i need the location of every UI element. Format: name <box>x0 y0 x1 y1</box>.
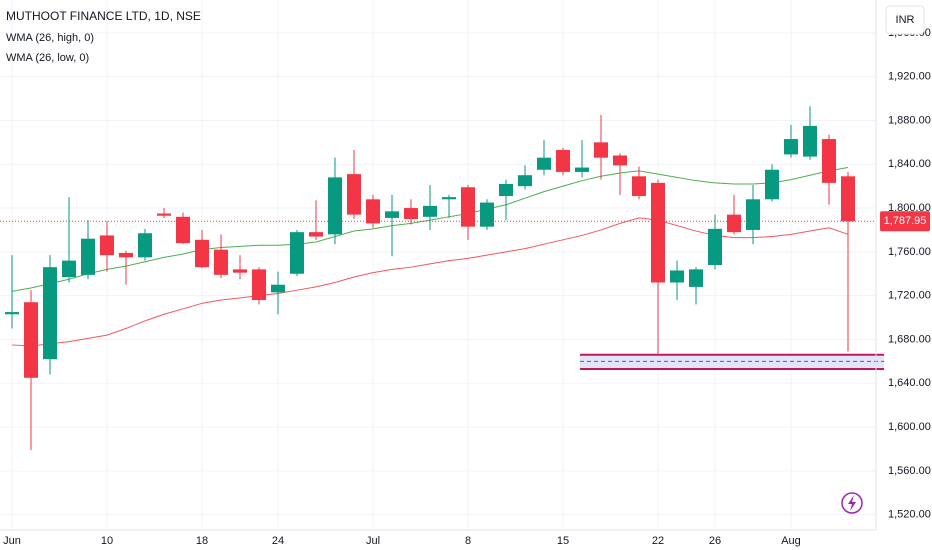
marks <box>0 106 884 451</box>
alert-icon[interactable] <box>841 492 863 514</box>
candle-body <box>195 239 209 268</box>
candle-body <box>784 139 798 155</box>
price-label: 1,787.95 <box>884 215 927 227</box>
candle-body <box>537 157 551 170</box>
candle-body <box>176 216 190 244</box>
candle-body <box>157 213 171 216</box>
wma-line <box>11 217 849 347</box>
y-tick-label: 1,800.00 <box>888 202 931 214</box>
icon-circle[interactable] <box>841 492 863 514</box>
icon-bolt[interactable] <box>848 495 856 511</box>
price-label-bg <box>880 211 930 232</box>
x-tick-label: 24 <box>272 535 284 547</box>
candle-body <box>803 125 817 157</box>
x-tick-label: 18 <box>196 535 208 547</box>
y-tick-label: 1,600.00 <box>888 421 931 433</box>
candle-body <box>309 232 323 237</box>
axis: 1,520.00 1,560.00 1,600.00 1,640.00 1,680.00… <box>3 27 931 547</box>
candle-body <box>708 228 722 265</box>
candle-body <box>613 155 627 166</box>
candle-body <box>841 176 855 222</box>
candle-body <box>689 269 703 287</box>
candle-body <box>366 199 380 224</box>
y-tick-label: 1,720.00 <box>888 290 931 302</box>
candle-body <box>5 312 19 315</box>
candle-body <box>100 235 114 256</box>
candle-body <box>385 211 399 218</box>
y-tick-label: 1,840.00 <box>888 158 931 170</box>
candle-body <box>290 232 304 274</box>
candle-body <box>727 214 741 233</box>
legend-entry: WMA (26, low, 0) <box>6 52 89 64</box>
candle-body <box>822 139 836 183</box>
x-tick-label: Jul <box>366 535 380 547</box>
candle-body <box>423 205 437 217</box>
currency-label[interactable]: INR <box>896 14 915 26</box>
x-tick-label: Jun <box>3 535 21 547</box>
candle-body <box>252 269 266 301</box>
candle-body <box>347 174 361 215</box>
candle-body <box>62 260 76 278</box>
candle-body <box>214 249 228 275</box>
candle-body <box>575 167 589 172</box>
candle-body <box>594 142 608 158</box>
y-tick-label: 1,880.00 <box>888 114 931 126</box>
candle-body <box>746 199 760 230</box>
candle-body <box>499 183 513 197</box>
candle-body <box>119 252 133 258</box>
candle-body <box>404 208 418 220</box>
candle-body <box>43 267 57 360</box>
candle-body <box>81 238 95 275</box>
candle-body <box>271 284 285 293</box>
y-tick-label: 1,680.00 <box>888 333 931 345</box>
candle-body <box>138 233 152 258</box>
legend-entry: WMA (26, high, 0) <box>6 32 94 44</box>
candle-body <box>632 176 646 197</box>
x-tick-label: 10 <box>101 535 113 547</box>
candle-body <box>442 197 456 200</box>
candle-body <box>461 187 475 227</box>
candle-body <box>233 269 247 273</box>
x-tick-label: 22 <box>652 535 664 547</box>
x-tick-label: 8 <box>465 535 471 547</box>
candle-body <box>24 302 38 378</box>
candle-body <box>480 202 494 227</box>
candle-body <box>328 177 342 235</box>
x-tick-label: 26 <box>709 535 721 547</box>
y-tick-label: 1,920.00 <box>888 71 931 83</box>
zone-fill <box>580 354 884 370</box>
chart-title: MUTHOOT FINANCE LTD, 1D, NSE <box>6 9 201 23</box>
candle-body <box>518 175 532 187</box>
candle-body <box>765 169 779 200</box>
y-tick-label: 1,560.00 <box>888 465 931 477</box>
candle-body <box>556 150 570 172</box>
candle-body <box>651 182 665 283</box>
x-tick-label: 15 <box>557 535 569 547</box>
currency-button[interactable] <box>885 5 925 35</box>
candle-body <box>670 270 684 283</box>
y-tick-label: 1,520.00 <box>888 509 931 521</box>
y-tick-label: 1,760.00 <box>888 246 931 258</box>
x-tick-label: Aug <box>781 535 801 547</box>
y-tick-label: 1,640.00 <box>888 377 931 389</box>
